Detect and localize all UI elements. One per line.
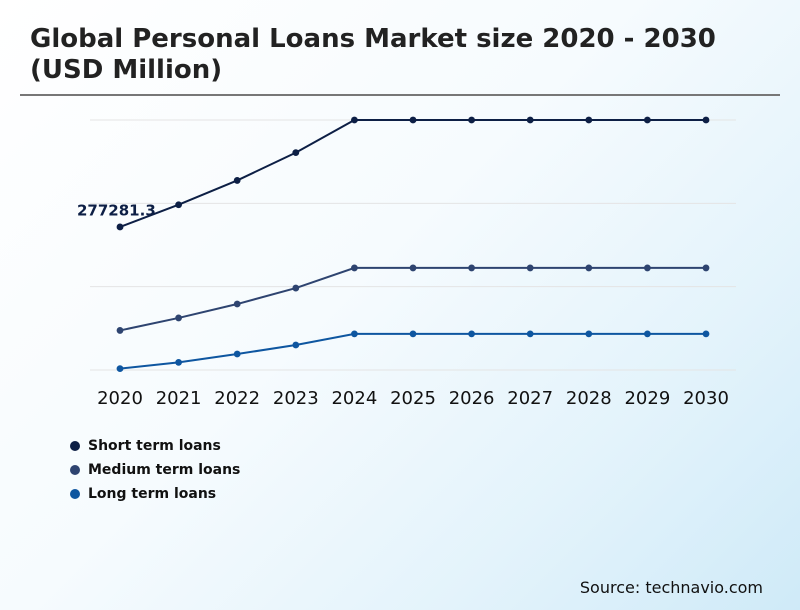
data-point-1-8: [585, 264, 593, 272]
x-tick-label: 2029: [624, 388, 670, 409]
data-point-2-8: [585, 330, 593, 338]
chart-title: Global Personal Loans Market size 2020 -…: [30, 24, 716, 85]
legend-item-long-term[interactable]: Long term loans: [70, 482, 240, 506]
legend-item-short-term[interactable]: Short term loans: [70, 434, 240, 458]
data-point-2-6: [468, 330, 475, 338]
data-label: 277281.3: [77, 202, 156, 220]
data-point-1-1: [175, 314, 183, 322]
x-tick-label: 2028: [566, 388, 612, 409]
x-tick-label: 2030: [683, 388, 729, 409]
data-point-0-10: [702, 116, 710, 124]
legend-label-short-term: Short term loans: [88, 438, 221, 454]
series-line-2: [119, 332, 706, 370]
source-credit: Source: technavio.com: [579, 578, 763, 597]
data-point-1-3: [292, 284, 300, 292]
legend-marker-short-term: [70, 441, 80, 451]
legend-marker-long-term: [70, 489, 80, 499]
data-point-0-9: [644, 116, 651, 124]
data-point-0-3: [292, 149, 300, 157]
data-point-1-5: [409, 264, 417, 272]
x-tick-label: 2026: [449, 388, 495, 409]
data-point-2-2: [233, 350, 241, 358]
x-tick-label: 2027: [507, 388, 553, 409]
data-point-2-0: [116, 365, 124, 373]
data-point-2-9: [644, 330, 651, 338]
x-tick-label: 2021: [156, 388, 202, 409]
x-tick-label: 2024: [331, 388, 377, 409]
data-point-1-0: [116, 327, 124, 334]
data-point-0-5: [409, 116, 417, 124]
data-point-1-2: [233, 300, 241, 308]
legend-marker-medium-term: [70, 465, 80, 475]
data-point-2-3: [292, 341, 300, 349]
title-divider: [20, 94, 780, 96]
data-point-0-2: [233, 177, 241, 184]
data-point-0-7: [526, 116, 534, 124]
data-point-1-7: [526, 264, 534, 272]
data-point-0-6: [468, 116, 475, 124]
data-point-2-5: [409, 330, 417, 338]
data-point-2-1: [175, 358, 183, 366]
data-point-1-10: [702, 264, 710, 272]
series-line-0: [119, 119, 706, 228]
data-point-2-4: [351, 330, 358, 338]
data-point-0-1: [175, 201, 183, 209]
legend-label-long-term: Long term loans: [88, 486, 217, 502]
series-line-1: [119, 266, 706, 332]
line-chart: 2020 2021 2022 2023 2024 2025 2026 2027 2028 2029…: [77, 116, 736, 409]
x-tick-label: 2025: [390, 388, 436, 409]
data-point-0-4: [351, 116, 358, 124]
data-point-0-8: [585, 116, 593, 124]
data-point-0-0: [116, 223, 124, 231]
legend-item-medium-term[interactable]: Medium term loans: [70, 458, 240, 482]
data-point-1-6: [468, 264, 475, 272]
x-tick-label: 2020: [97, 388, 143, 409]
data-point-1-4: [351, 264, 358, 272]
data-point-1-9: [644, 264, 651, 272]
x-tick-label: 2023: [273, 388, 319, 409]
legend: Short term loans Medium term loans Long …: [70, 434, 240, 506]
data-point-2-10: [702, 330, 710, 338]
x-tick-label: 2022: [214, 388, 260, 409]
legend-label-medium-term: Medium term loans: [88, 462, 241, 478]
data-point-2-7: [526, 330, 534, 338]
